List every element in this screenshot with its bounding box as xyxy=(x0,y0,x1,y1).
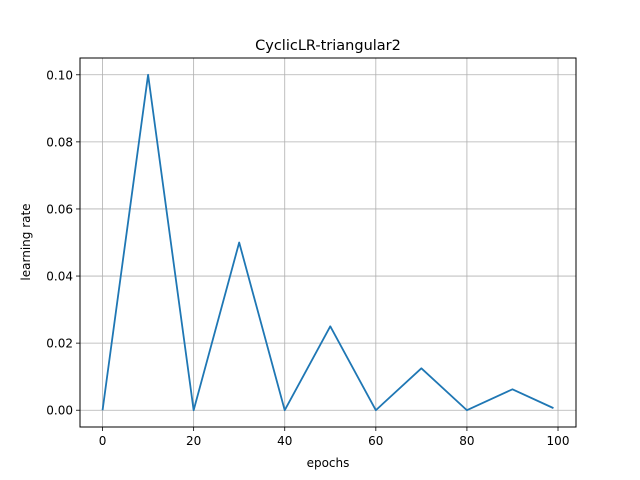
x-tick-label: 20 xyxy=(186,434,201,448)
grid-lines xyxy=(80,58,576,427)
y-tick-label: 0.08 xyxy=(46,135,73,149)
x-axis-ticks: 0 20 40 60 80 100 xyxy=(99,427,570,448)
x-tick-label: 80 xyxy=(459,434,474,448)
x-axis-label: epochs xyxy=(307,456,350,470)
y-tick-label: 0.02 xyxy=(46,337,73,351)
chart-title: CyclicLR-triangular2 xyxy=(255,38,401,54)
y-tick-label: 0.06 xyxy=(46,202,73,216)
data-series xyxy=(101,73,554,412)
y-tick-label: 0.10 xyxy=(46,68,73,82)
y-tick-label: 0.04 xyxy=(46,270,73,284)
y-axis-label: learning rate xyxy=(19,203,33,280)
x-tick-label: 60 xyxy=(368,434,383,448)
y-tick-label: 0.00 xyxy=(46,404,73,418)
series-line xyxy=(101,73,554,412)
x-tick-label: 40 xyxy=(277,434,292,448)
y-axis-ticks: 0.00 0.02 0.04 0.06 0.08 0.10 xyxy=(46,68,80,418)
x-tick-label: 100 xyxy=(547,434,570,448)
x-tick-label: 0 xyxy=(99,434,107,448)
axes-frame xyxy=(79,57,577,428)
